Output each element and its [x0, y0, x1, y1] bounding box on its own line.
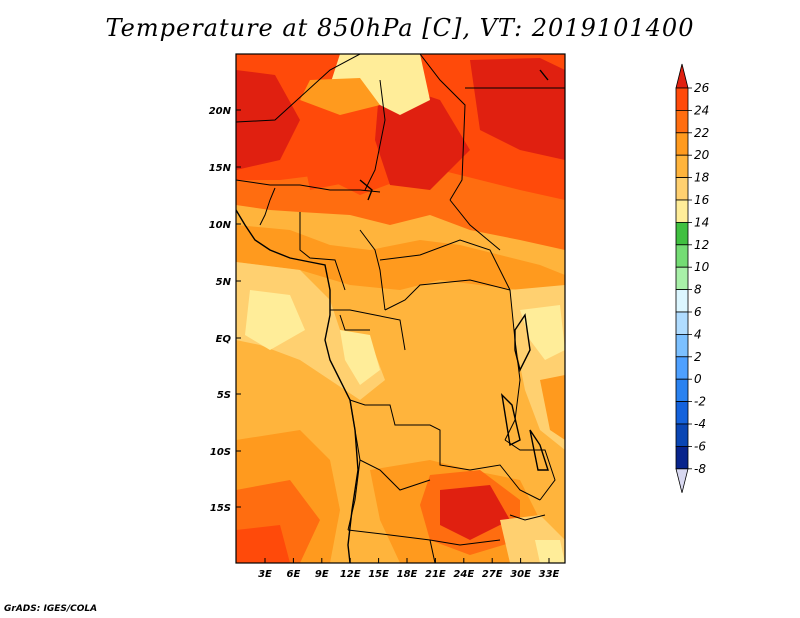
lon-tick-label: 6E [287, 569, 301, 580]
colorbar-label: 6 [694, 305, 702, 319]
colorbar-swatch [675, 289, 689, 313]
colorbar-label: -4 [694, 417, 706, 431]
colorbar-label: 26 [694, 81, 710, 95]
lon-tick-label: 27E [482, 569, 503, 580]
lon-tick-label: 18E [397, 569, 418, 580]
colorbar-label: 12 [694, 238, 709, 252]
grads-credit: GrADS: IGES/COLA [4, 604, 98, 614]
lat-tick-label: 5N [216, 277, 232, 288]
map-frame [235, 53, 566, 564]
colorbar-swatch [675, 177, 689, 201]
colorbar-swatch [675, 311, 689, 335]
colorbar-label: 8 [694, 283, 702, 297]
colorbar-swatch [675, 221, 689, 246]
colorbar-swatch [675, 333, 689, 358]
colorbar-swatch [675, 244, 689, 268]
colorbar-swatch [675, 199, 689, 223]
colorbar-swatch [675, 132, 689, 156]
lon-tick-label: 33E [539, 569, 560, 580]
colorbar-swatch [675, 110, 689, 134]
coastline [236, 69, 549, 563]
colorbar-label: 14 [694, 215, 709, 229]
lat-tick-label: 15N [209, 163, 232, 174]
lat-tick-label: 5S [217, 390, 231, 401]
colorbar-swatch [675, 423, 689, 447]
colorbar-label: 16 [694, 193, 710, 207]
colorbar-label: 2 [694, 350, 702, 364]
colorbar-label: 0 [694, 372, 702, 386]
colorbar-label: -2 [694, 395, 706, 409]
colorbar-swatch [675, 445, 689, 470]
colorbar-label: 24 [694, 103, 709, 117]
colorbar-label: 10 [694, 260, 710, 274]
lon-tick-label: 21E [425, 569, 446, 580]
colorbar-label: -8 [694, 462, 706, 476]
colorbar-swatch [675, 87, 689, 111]
colorbar-swatch [675, 154, 689, 178]
lon-tick-label: 9E [315, 569, 329, 580]
colorbar-swatch [675, 401, 689, 425]
latitude-axis: 20N 15N 10N 5N EQ 5S 10S 15S [209, 106, 241, 514]
lat-tick-label: 20N [209, 106, 232, 117]
lon-tick-label: 24E [453, 569, 474, 580]
lat-tick-label: 15S [210, 503, 231, 514]
lon-tick-label: 12E [340, 569, 361, 580]
colorbar-label: 4 [694, 327, 702, 341]
colorbar-label: 18 [694, 171, 710, 185]
lon-tick-label: 3E [258, 569, 272, 580]
lon-tick-label: 30E [510, 569, 531, 580]
lat-tick-label: EQ [216, 334, 232, 345]
map-title: Temperature at 850hPa [C], VT: 201910140… [105, 14, 695, 42]
colorbar-bottom-arrow [675, 468, 689, 493]
lat-tick-label: 10S [210, 447, 231, 458]
colorbar-label: -6 [694, 439, 706, 453]
colorbar-swatch [675, 356, 689, 380]
temperature-field [236, 54, 565, 563]
colorbar-label: 22 [694, 126, 709, 140]
colorbar-label: 20 [694, 148, 710, 162]
colorbar-swatch [675, 378, 689, 403]
colorbar-swatch [675, 266, 689, 291]
lon-tick-label: 15E [368, 569, 389, 580]
longitude-axis: 3E 6E 9E 12E 15E 18E 21E 24E 27E 30E 33E [258, 558, 560, 580]
lat-tick-label: 10N [209, 220, 232, 231]
colorbar-top-arrow [675, 63, 689, 89]
